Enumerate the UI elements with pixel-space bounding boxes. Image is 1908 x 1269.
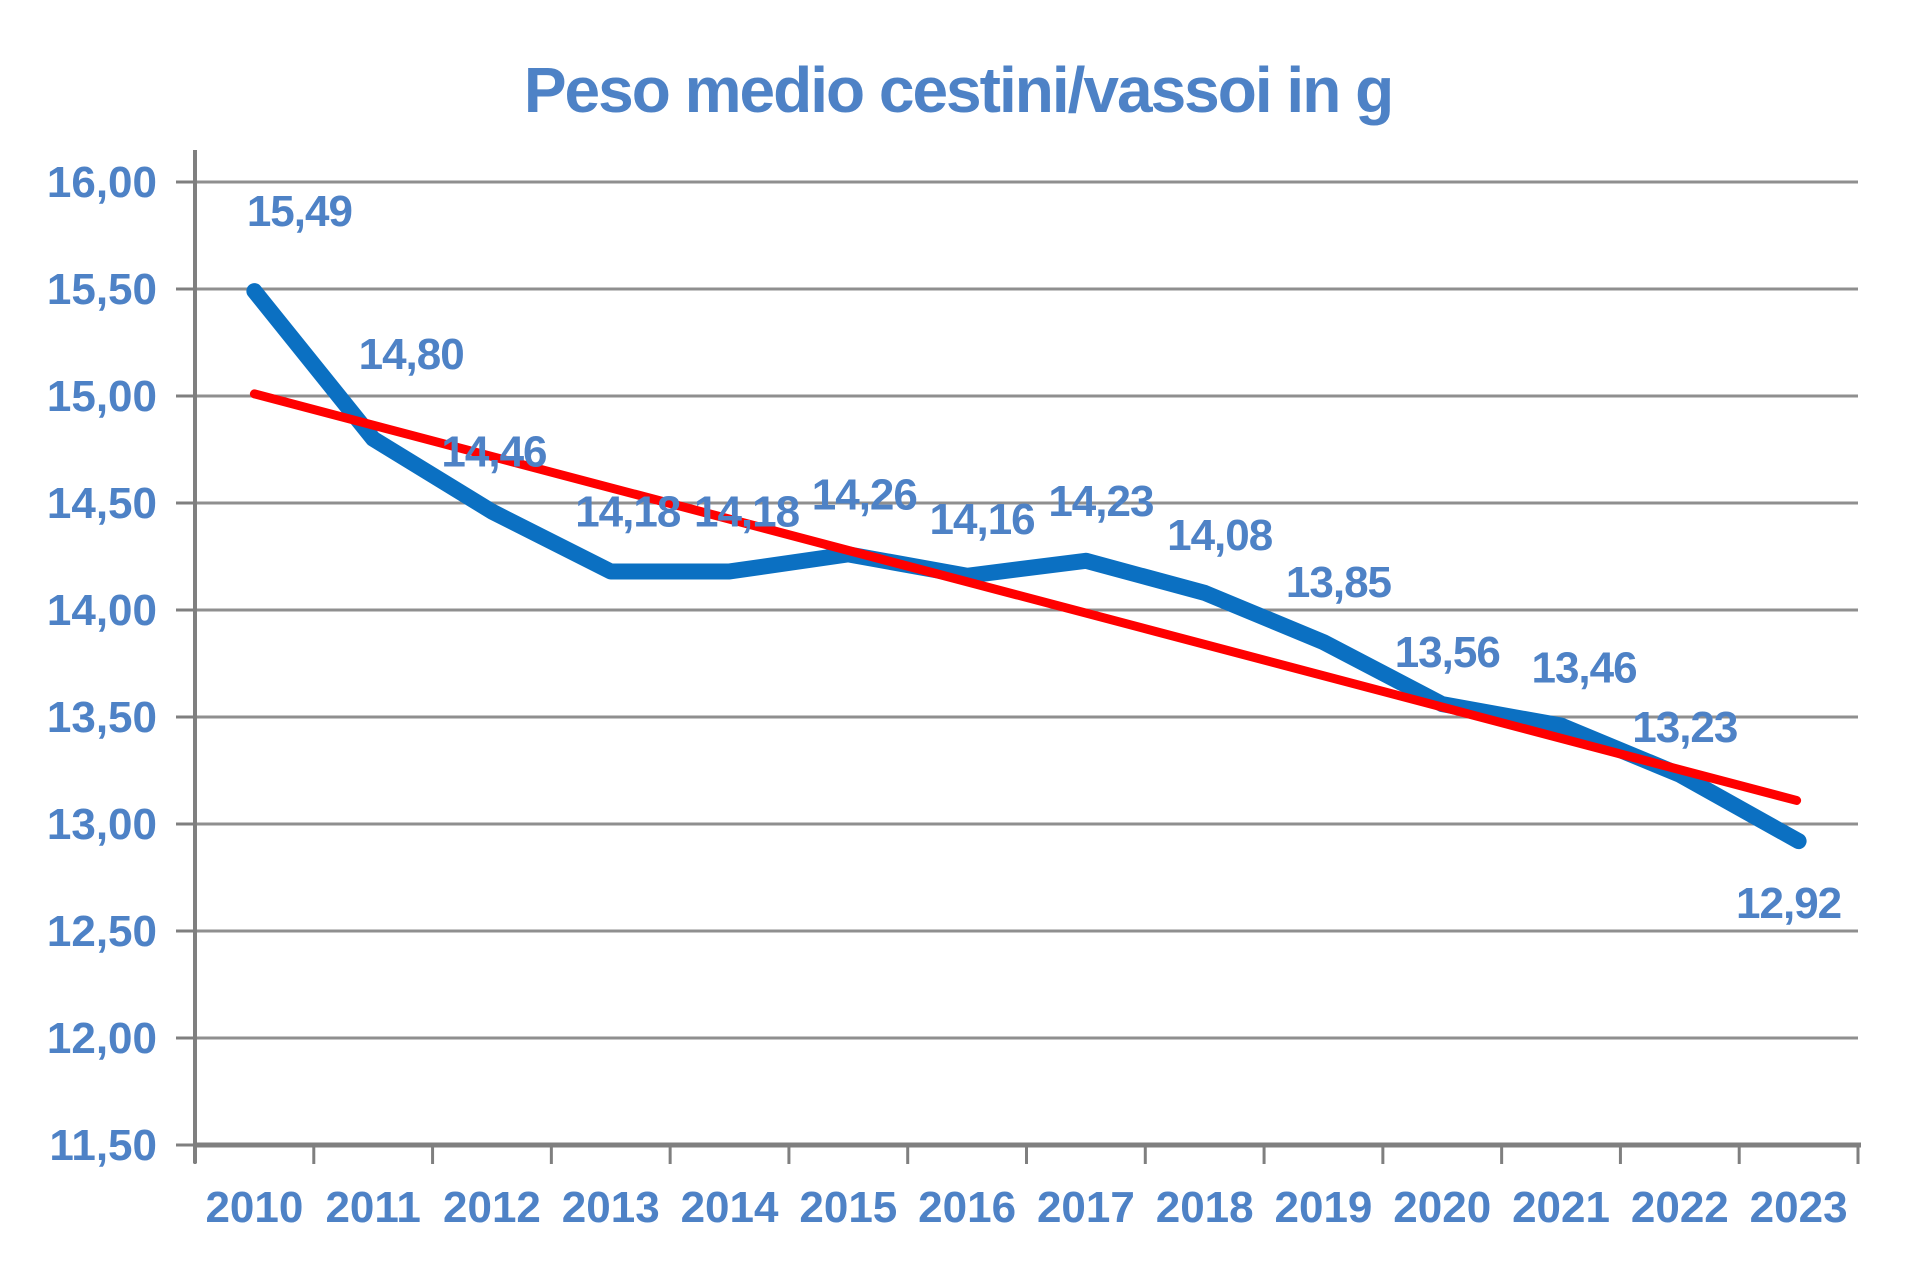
trendline xyxy=(249,389,1802,805)
data-label: 15,49 xyxy=(247,187,352,236)
data-label: 13,46 xyxy=(1531,644,1636,693)
data-label: 13,23 xyxy=(1632,703,1737,752)
series-line-peso-medio xyxy=(246,283,1807,850)
y-tick-label: 15,50 xyxy=(47,265,157,314)
data-label: 12,92 xyxy=(1736,879,1841,928)
data-label: 14,08 xyxy=(1167,511,1273,560)
data-label: 13,56 xyxy=(1395,628,1500,677)
x-tick-label: 2014 xyxy=(681,1183,779,1232)
y-tick-label: 14,50 xyxy=(47,479,157,528)
x-axis-ticks xyxy=(193,1145,1860,1164)
data-label: 14,18 xyxy=(575,487,681,536)
x-tick-label: 2011 xyxy=(325,1183,420,1232)
x-tick-label: 2010 xyxy=(205,1183,303,1232)
x-axis-labels: 2010 2011 2012 2013 2014 2015 2016 2017 2018 2019… xyxy=(205,1183,1847,1232)
x-tick-label: 2019 xyxy=(1275,1183,1373,1232)
x-tick-label: 2020 xyxy=(1393,1183,1491,1232)
data-label: 14,26 xyxy=(812,470,917,519)
trendline-line xyxy=(249,389,1802,805)
y-tick-label: 12,00 xyxy=(47,1014,157,1063)
y-tick-label: 13,00 xyxy=(47,800,157,849)
x-tick-label: 2022 xyxy=(1631,1183,1729,1232)
y-tick-label: 13,50 xyxy=(47,693,157,742)
x-tick-label: 2023 xyxy=(1750,1183,1848,1232)
y-tick-label: 14,00 xyxy=(47,586,157,635)
data-label: 13,85 xyxy=(1286,558,1392,607)
data-label: 14,80 xyxy=(359,330,464,379)
y-tick-label: 15,00 xyxy=(47,372,157,421)
x-tick-label: 2017 xyxy=(1037,1183,1135,1232)
data-label: 14,16 xyxy=(930,495,1035,544)
x-tick-label: 2013 xyxy=(562,1183,660,1232)
series-line xyxy=(246,283,1807,850)
data-label: 14,23 xyxy=(1048,477,1153,526)
x-tick-label: 2018 xyxy=(1156,1183,1254,1232)
y-axis-labels: 16,00 15,50 15,00 14,50 14,00 13,50 13,00 12,50… xyxy=(47,158,157,1170)
x-tick-label: 2015 xyxy=(799,1183,897,1232)
x-tick-label: 2021 xyxy=(1512,1183,1610,1232)
x-tick-label: 2012 xyxy=(443,1183,541,1232)
chart-title: Peso medio cestini/vassoi in g xyxy=(524,54,1392,126)
y-tick-label: 11,50 xyxy=(49,1121,157,1170)
x-tick-label: 2016 xyxy=(918,1183,1016,1232)
y-axis-ticks xyxy=(176,180,195,1147)
data-label: 14,46 xyxy=(441,428,546,477)
data-label: 14,18 xyxy=(694,487,800,536)
y-tick-label: 16,00 xyxy=(47,158,157,207)
y-tick-label: 12,50 xyxy=(47,907,157,956)
